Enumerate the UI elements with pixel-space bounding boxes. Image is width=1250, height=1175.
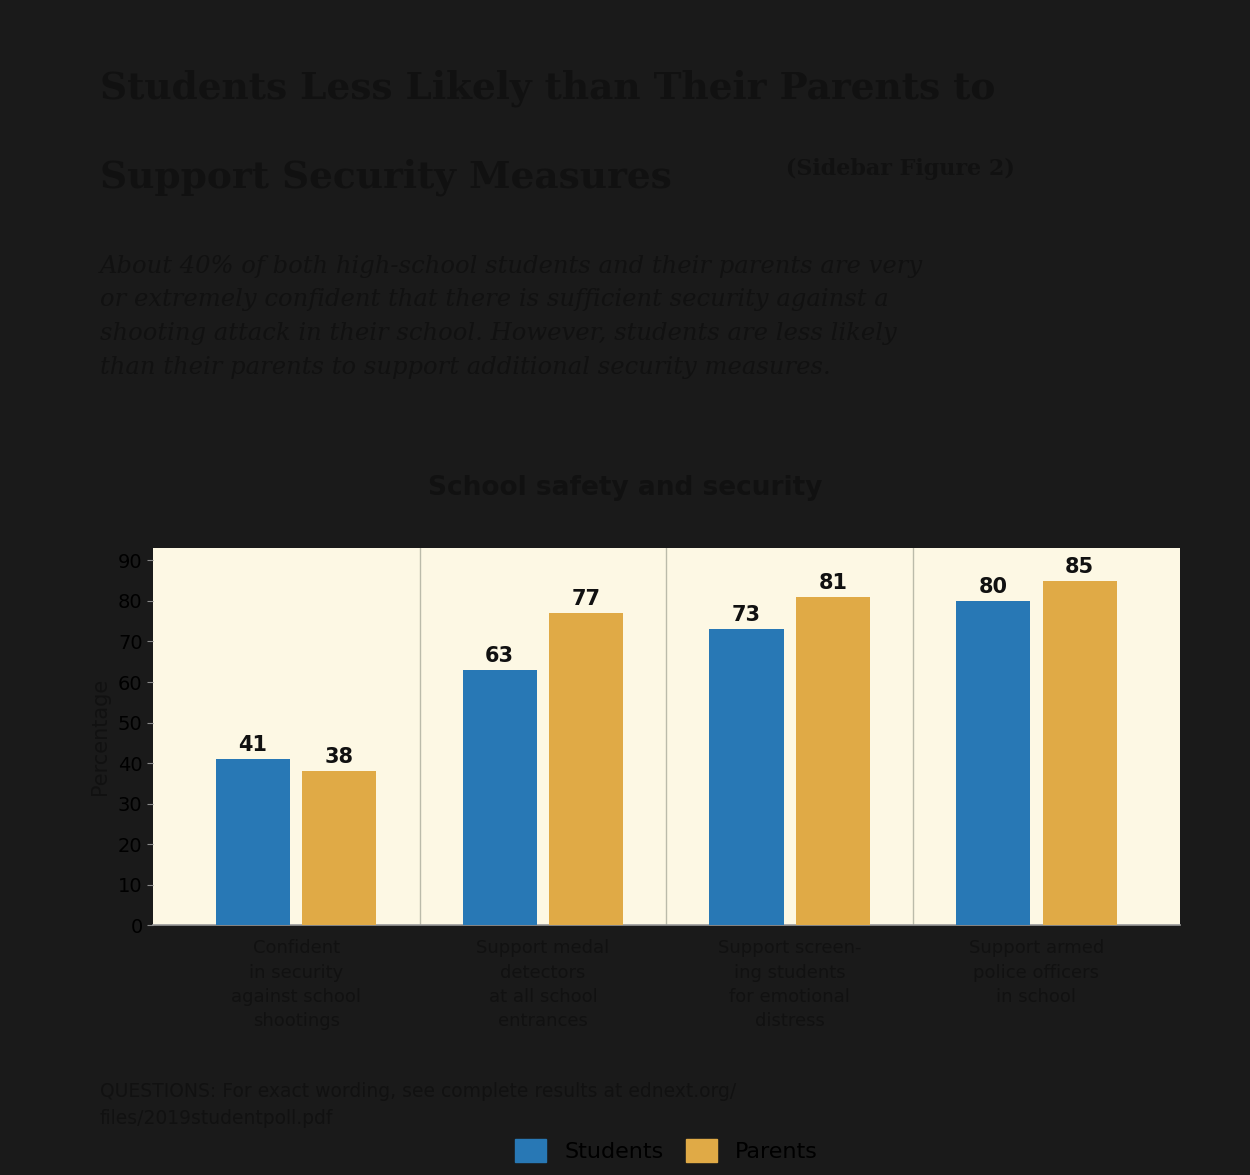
Text: 85: 85: [1065, 557, 1094, 577]
Bar: [1042, 580, 1116, 926]
Text: Support Security Measures: Support Security Measures: [100, 159, 671, 195]
Text: Students Less Likely than Their Parents to: Students Less Likely than Their Parents …: [100, 69, 995, 107]
Text: School safety and security: School safety and security: [428, 475, 822, 501]
Y-axis label: Percentage: Percentage: [90, 678, 110, 795]
Bar: [216, 759, 290, 926]
Text: About 40% of both high-school students and their parents are very
or extremely c: About 40% of both high-school students a…: [100, 255, 922, 378]
Text: QUESTIONS: For exact wording, see complete results at ednext.org/
files/2019stud: QUESTIONS: For exact wording, see comple…: [100, 1082, 736, 1128]
Bar: [462, 670, 536, 926]
Legend: Students, Parents: Students, Parents: [506, 1130, 826, 1171]
Text: 81: 81: [819, 572, 848, 592]
Text: 41: 41: [239, 736, 268, 756]
Bar: [956, 600, 1030, 926]
Text: 80: 80: [979, 577, 1008, 597]
Text: (Sidebar Figure 2): (Sidebar Figure 2): [779, 159, 1015, 180]
Bar: [302, 771, 376, 926]
Text: 77: 77: [571, 589, 600, 609]
Bar: [796, 597, 870, 926]
Bar: [710, 630, 784, 926]
Text: 73: 73: [732, 605, 761, 625]
Text: 63: 63: [485, 646, 514, 666]
Bar: [549, 613, 622, 926]
Text: 38: 38: [325, 747, 354, 767]
